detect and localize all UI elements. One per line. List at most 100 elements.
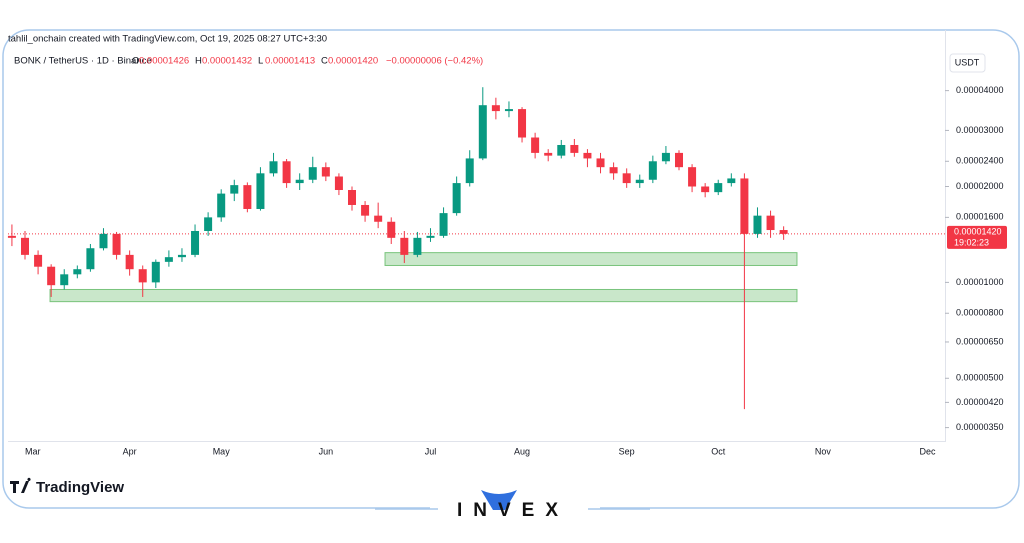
x-tick-label: Nov bbox=[815, 446, 832, 456]
last-price-label: 0.00001420 bbox=[954, 226, 1002, 236]
candle-body bbox=[779, 230, 788, 234]
x-tick-label: Jun bbox=[319, 446, 334, 456]
axis-divider bbox=[945, 30, 946, 442]
ohlc-value: 0.00001420 bbox=[328, 56, 378, 67]
candle-body bbox=[491, 105, 500, 112]
candle-body bbox=[361, 204, 370, 216]
candle-body bbox=[465, 158, 474, 184]
candle-body bbox=[727, 178, 736, 184]
candle-body bbox=[675, 152, 683, 168]
x-tick-label: Jul bbox=[425, 446, 437, 456]
candle-body bbox=[374, 215, 383, 222]
logo-text: TradingView bbox=[36, 479, 124, 496]
candle-body bbox=[73, 269, 82, 275]
ohlc-value: 0.00001413 bbox=[265, 56, 315, 67]
x-tick-label: Apr bbox=[123, 446, 137, 456]
candle-body bbox=[21, 237, 29, 255]
y-tick-label: 0.00001000 bbox=[956, 277, 1004, 287]
change: −0.00000006 (−0.42%) bbox=[386, 56, 483, 67]
candle-body bbox=[308, 167, 317, 180]
candle-body bbox=[426, 235, 435, 238]
support-zone bbox=[384, 252, 798, 266]
candle-body bbox=[387, 221, 396, 238]
plot-area bbox=[7, 87, 945, 410]
candle-body bbox=[531, 137, 540, 153]
candle-body bbox=[295, 179, 304, 184]
ohlc-value: 0.00001426 bbox=[139, 56, 189, 67]
candle-body bbox=[151, 261, 160, 283]
candle-body bbox=[99, 233, 108, 249]
y-tick-label: 0.00004000 bbox=[956, 85, 1004, 95]
y-tick-label: 0.00000800 bbox=[956, 308, 1004, 318]
candle-body bbox=[701, 186, 710, 193]
candle-body bbox=[609, 167, 618, 174]
x-tick-label: Sep bbox=[619, 446, 635, 456]
candle-body bbox=[269, 161, 278, 174]
x-axis-line bbox=[8, 441, 946, 442]
candle-body bbox=[439, 213, 448, 236]
y-tick-label: 0.00002400 bbox=[956, 156, 1004, 166]
candle-body bbox=[47, 266, 56, 286]
x-tick-label: May bbox=[213, 446, 231, 456]
candle-body bbox=[557, 144, 566, 156]
y-tick-label: 0.00000650 bbox=[956, 336, 1004, 346]
support-zone bbox=[49, 288, 798, 303]
candle-body bbox=[125, 254, 134, 270]
candle-body bbox=[714, 183, 723, 193]
attribution: tahlil_onchain created with TradingView.… bbox=[8, 34, 327, 45]
y-tick-label: 0.00000420 bbox=[956, 397, 1004, 407]
ohlc-key: O bbox=[132, 56, 139, 67]
candle-body bbox=[177, 254, 186, 258]
x-tick-label: Mar bbox=[25, 446, 41, 456]
candle-body bbox=[7, 235, 16, 238]
candle-body bbox=[583, 152, 592, 159]
x-tick-label: Aug bbox=[514, 446, 530, 456]
x-tick-label: Oct bbox=[711, 446, 726, 456]
watermark-emblem bbox=[481, 490, 517, 510]
candle-body bbox=[217, 193, 226, 218]
y-tick-label: 0.00000350 bbox=[956, 422, 1004, 432]
candle-body bbox=[34, 254, 43, 267]
candle-body bbox=[191, 230, 200, 255]
candle-body bbox=[596, 158, 605, 168]
candle-body bbox=[740, 178, 749, 234]
candle-body bbox=[518, 109, 527, 138]
last-price-tag bbox=[947, 225, 1007, 249]
ohlc-key: H bbox=[195, 56, 202, 67]
symbol: BONK / TetherUS · 1D · Binance bbox=[14, 56, 152, 67]
candle-body bbox=[334, 176, 343, 191]
logo: TradingView bbox=[10, 477, 124, 496]
watermark-bg bbox=[430, 497, 600, 522]
candle-body bbox=[321, 167, 330, 177]
ohlc-key: C bbox=[321, 56, 328, 67]
candle-body bbox=[400, 237, 409, 255]
candle-body bbox=[256, 173, 265, 209]
currency: USDT bbox=[955, 57, 980, 67]
ohlc-key: L bbox=[258, 56, 263, 67]
candle-body bbox=[452, 183, 461, 214]
y-tick-label: 0.00003000 bbox=[956, 125, 1004, 135]
candle-body bbox=[282, 161, 291, 184]
candle-body bbox=[243, 185, 252, 209]
candle-body bbox=[164, 257, 173, 262]
candle-body bbox=[86, 248, 95, 270]
currency-box bbox=[949, 53, 986, 73]
candle-body bbox=[204, 217, 213, 231]
x-tick-label: Dec bbox=[920, 446, 937, 456]
candle-body bbox=[753, 215, 762, 234]
candle-body bbox=[544, 152, 553, 156]
candle-body bbox=[60, 274, 69, 286]
candle-body bbox=[622, 173, 631, 184]
candle-body bbox=[688, 167, 697, 187]
candle-body bbox=[766, 215, 775, 231]
ohlc-value: 0.00001432 bbox=[202, 56, 252, 67]
y-tick-label: 0.00000500 bbox=[956, 373, 1004, 383]
candle-body bbox=[648, 161, 657, 180]
candle-body bbox=[348, 190, 356, 205]
candle-body bbox=[112, 233, 121, 255]
candle-body bbox=[504, 109, 513, 112]
candle-body bbox=[661, 152, 670, 162]
candle-body bbox=[635, 179, 644, 184]
